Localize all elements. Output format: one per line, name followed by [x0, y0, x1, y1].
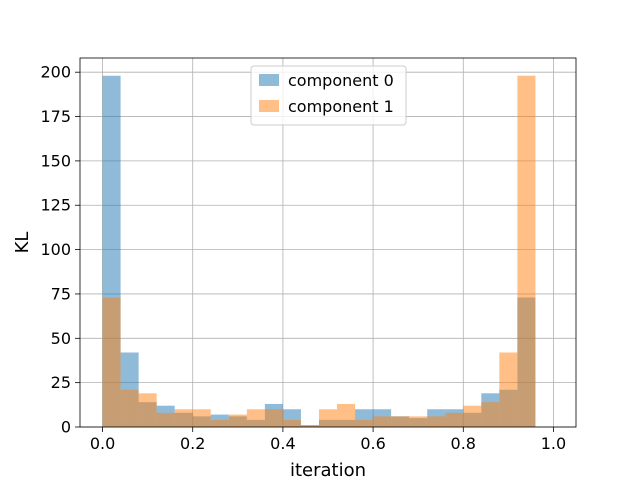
x-tick-label: 1.0 — [541, 434, 566, 453]
bar-component-1-bin-4 — [174, 409, 193, 427]
bar-component-1-bin-21 — [481, 402, 500, 427]
legend-label-component-1: component 1 — [288, 97, 394, 116]
y-axis-label: KL — [12, 232, 33, 254]
bar-component-1-bin-7 — [228, 414, 247, 427]
x-axis-label: iteration — [290, 460, 366, 480]
legend-box — [250, 65, 407, 126]
y-tick-label: 100 — [40, 240, 71, 259]
legend-swatch-component-1 — [259, 100, 279, 112]
bar-component-1-bin-22 — [499, 352, 518, 427]
legend-label-component-0: component 0 — [288, 71, 394, 90]
legend: component 0 component 1 — [250, 65, 407, 126]
bar-component-1-bin-23 — [517, 75, 536, 427]
y-axis-ticks: 0 25 50 75 100 125 150 175 200 — [40, 63, 80, 437]
x-axis-ticks: 0.0 0.2 0.4 0.6 0.8 1.0 — [90, 427, 566, 453]
x-tick-label: 0.0 — [90, 434, 115, 453]
bar-component-1-bin-14 — [355, 419, 374, 427]
y-tick-label: 50 — [51, 329, 71, 348]
x-tick-label: 0.8 — [451, 434, 476, 453]
y-tick-label: 25 — [51, 373, 71, 392]
y-tick-label: 200 — [40, 63, 71, 82]
bar-component-1-bin-19 — [445, 412, 464, 427]
x-tick-label: 0.6 — [360, 434, 385, 453]
bar-component-1-bin-1 — [120, 389, 139, 427]
y-tick-label: 0 — [61, 418, 71, 437]
bar-component-1-bin-9 — [264, 409, 283, 427]
bar-component-1-bin-17 — [409, 416, 428, 427]
bar-component-1-bin-13 — [337, 403, 356, 427]
y-tick-label: 75 — [51, 284, 71, 303]
bar-component-1-bin-20 — [463, 405, 482, 427]
bar-component-1-bin-10 — [282, 419, 301, 427]
y-tick-label: 150 — [40, 151, 71, 170]
bar-component-1-bin-18 — [427, 416, 446, 427]
plot-frame — [79, 57, 577, 428]
series-component-0-bars — [102, 75, 536, 427]
y-tick-label: 175 — [40, 107, 71, 126]
bar-component-1-bin-6 — [210, 419, 229, 427]
bar-component-1-bin-5 — [192, 409, 211, 427]
series-component-1-bars — [102, 75, 536, 427]
bar-component-1-bin-2 — [138, 393, 157, 427]
x-tick-label: 0.2 — [180, 434, 205, 453]
legend-swatch-component-0 — [259, 74, 279, 86]
bar-component-1-bin-3 — [156, 412, 175, 427]
bar-component-1-bin-16 — [391, 416, 410, 427]
bar-component-1-bin-12 — [318, 409, 338, 427]
bar-component-1-bin-11 — [300, 425, 319, 427]
bar-component-1-bin-0 — [102, 297, 121, 427]
y-tick-label: 125 — [40, 196, 71, 215]
x-tick-label: 0.4 — [270, 434, 295, 453]
bar-component-1-bin-15 — [373, 416, 392, 427]
bar-component-1-bin-8 — [246, 409, 265, 427]
